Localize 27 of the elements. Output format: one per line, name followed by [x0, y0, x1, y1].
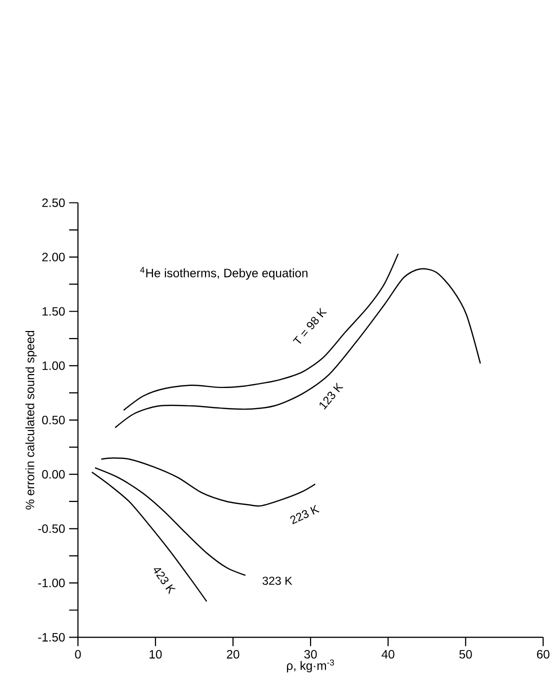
x-tick-label: 40	[382, 650, 394, 659]
y-tick-label: -0.50	[38, 524, 65, 533]
y-tick-label: 2.50	[42, 198, 65, 208]
x-tick-label: 60	[537, 650, 550, 659]
text: T = 98 K	[292, 308, 327, 344]
series-label: 323 K	[262, 576, 292, 585]
y-axis-title: % errorin calculated sound speed	[25, 330, 37, 510]
y-tick-label: 0.00	[42, 470, 65, 479]
x-tick-label: 10	[150, 650, 162, 659]
x-axis-title: ρ, kg·m$^{-3}$	[287, 660, 334, 672]
x-tick-label: 30	[304, 650, 317, 659]
text: 223 K	[290, 504, 320, 524]
y-tick-label: 0.50	[42, 416, 65, 424]
x-tick-label: 20	[226, 650, 240, 659]
text: 123 K	[320, 382, 344, 410]
y-tick-label: -1.00	[38, 578, 65, 588]
text: $^{4}$He isotherms, Debye equation	[140, 266, 308, 280]
line-series	[114, 268, 481, 428]
text: 423 K	[154, 568, 176, 594]
y-tick-label: 2.00	[42, 252, 65, 262]
y-tick-label: -1.50	[38, 633, 65, 642]
line-series	[123, 253, 399, 411]
y-tick-label: 1.00	[42, 361, 65, 370]
y-tick-label: 1.50	[42, 307, 65, 316]
x-tick-label: 50	[459, 650, 472, 659]
x-tick-label: 0	[75, 650, 81, 659]
line-series	[91, 472, 208, 602]
